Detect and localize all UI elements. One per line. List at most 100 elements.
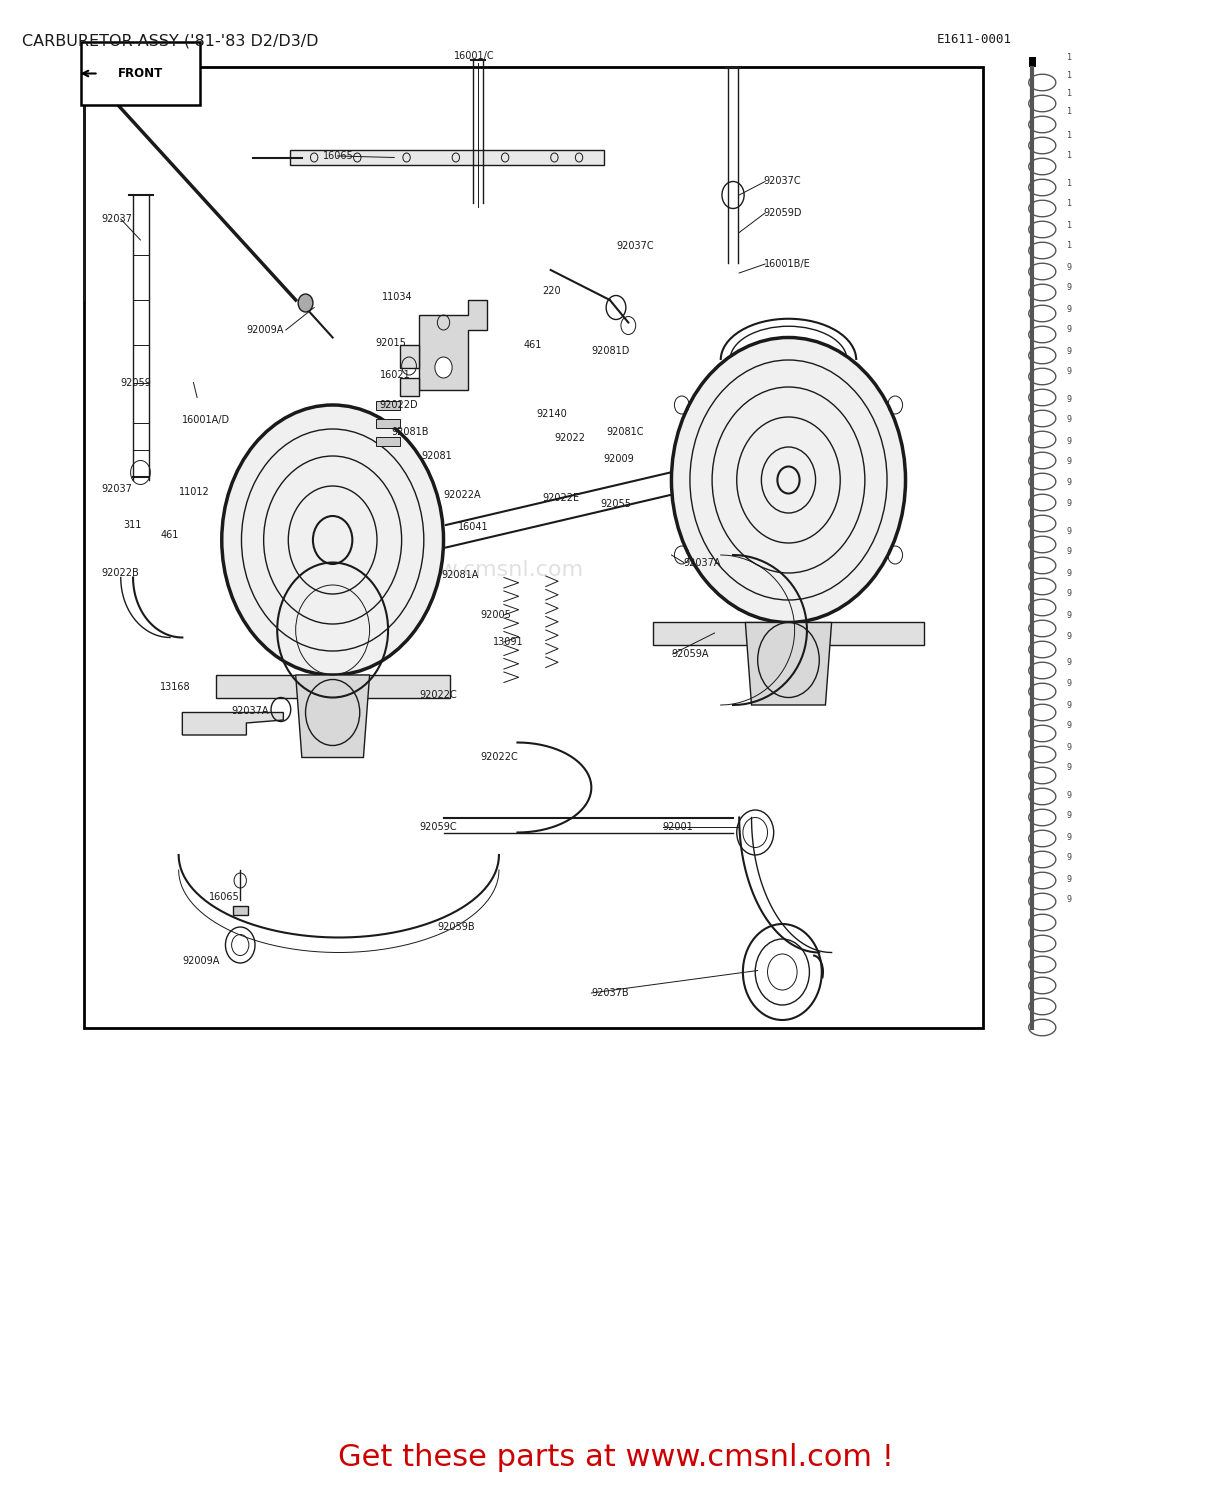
Text: 1: 1 (1067, 178, 1072, 188)
Text: 16001/C: 16001/C (455, 51, 494, 62)
Text: 13168: 13168 (160, 682, 191, 692)
Text: CARBURETOR ASSY ('81-'83 D2/D3/D: CARBURETOR ASSY ('81-'83 D2/D3/D (22, 33, 319, 48)
Text: 92009A: 92009A (182, 957, 219, 966)
Text: 92059A: 92059A (671, 650, 708, 658)
Text: 1: 1 (1067, 106, 1072, 116)
Text: 16065: 16065 (209, 892, 240, 902)
Text: 9: 9 (1067, 833, 1072, 842)
Text: 9: 9 (1067, 416, 1072, 424)
Text: 9: 9 (1067, 346, 1072, 355)
Circle shape (222, 405, 444, 675)
Text: 92022A: 92022A (444, 490, 482, 500)
Text: 9: 9 (1067, 742, 1072, 752)
Text: 461: 461 (524, 340, 542, 350)
Text: Get these parts at www.cmsnl.com !: Get these parts at www.cmsnl.com ! (338, 1443, 894, 1473)
Text: 9: 9 (1067, 458, 1072, 466)
Text: 9: 9 (1067, 262, 1072, 272)
Text: 92022D: 92022D (379, 400, 418, 410)
Text: 92009A: 92009A (246, 326, 283, 334)
Text: 9: 9 (1067, 394, 1072, 404)
Text: 92059B: 92059B (437, 922, 476, 932)
Polygon shape (182, 712, 283, 735)
Text: 461: 461 (160, 531, 179, 540)
Text: 220: 220 (542, 286, 561, 296)
Text: 92081A: 92081A (441, 570, 478, 579)
Text: 16021: 16021 (379, 370, 410, 380)
Text: 9: 9 (1067, 326, 1072, 334)
Text: 92022C: 92022C (419, 690, 457, 699)
Text: 92022C: 92022C (480, 753, 519, 762)
Polygon shape (290, 150, 604, 165)
Text: 9: 9 (1067, 790, 1072, 800)
Text: 92081C: 92081C (606, 427, 643, 436)
Text: 9: 9 (1067, 812, 1072, 820)
Polygon shape (376, 400, 400, 410)
Text: 9: 9 (1067, 658, 1072, 668)
Text: 9: 9 (1067, 568, 1072, 578)
Polygon shape (376, 436, 400, 445)
Polygon shape (296, 675, 370, 758)
FancyBboxPatch shape (81, 42, 200, 105)
Text: 92037A: 92037A (232, 706, 269, 716)
Circle shape (671, 338, 906, 622)
Polygon shape (400, 345, 419, 368)
Text: 1: 1 (1067, 200, 1072, 208)
Text: 9: 9 (1067, 610, 1072, 620)
Text: 9: 9 (1067, 590, 1072, 598)
Polygon shape (419, 300, 487, 390)
Text: 9: 9 (1067, 368, 1072, 376)
Text: FRONT: FRONT (118, 68, 163, 80)
Text: 16065: 16065 (323, 152, 354, 160)
Text: 9: 9 (1067, 478, 1072, 488)
Polygon shape (216, 675, 450, 698)
Text: 9: 9 (1067, 548, 1072, 556)
Text: E1611-0001: E1611-0001 (936, 33, 1011, 46)
Text: 1: 1 (1067, 53, 1072, 62)
Text: 1: 1 (1067, 88, 1072, 98)
Text: 1: 1 (1067, 220, 1072, 230)
Text: 92022E: 92022E (542, 494, 579, 502)
Text: 92037: 92037 (101, 214, 132, 223)
Text: 92081: 92081 (421, 452, 452, 460)
Text: 1: 1 (1067, 130, 1072, 140)
Polygon shape (376, 419, 400, 428)
Text: 11034: 11034 (382, 292, 413, 302)
Text: 16001A/D: 16001A/D (182, 416, 230, 424)
Text: www.cmsnl.com: www.cmsnl.com (403, 560, 583, 580)
Text: 92037B: 92037B (591, 988, 630, 998)
Text: 16041: 16041 (458, 522, 489, 531)
Text: 92055: 92055 (600, 500, 631, 508)
Text: 92059C: 92059C (419, 822, 457, 831)
Text: 9: 9 (1067, 526, 1072, 536)
Text: 92037: 92037 (101, 484, 132, 494)
Text: 92022: 92022 (554, 433, 585, 442)
Text: 9: 9 (1067, 764, 1072, 772)
Text: 9: 9 (1067, 722, 1072, 730)
Text: 9: 9 (1067, 632, 1072, 640)
Polygon shape (653, 622, 924, 645)
Text: 1: 1 (1067, 242, 1072, 250)
Text: 9: 9 (1067, 700, 1072, 709)
Polygon shape (233, 906, 248, 915)
Text: 92081D: 92081D (591, 346, 630, 355)
Text: 16001B/E: 16001B/E (764, 260, 811, 268)
Text: 11012: 11012 (179, 488, 209, 496)
Polygon shape (400, 378, 419, 396)
Text: 92140: 92140 (536, 410, 567, 419)
Circle shape (298, 294, 313, 312)
Polygon shape (745, 622, 832, 705)
Text: 92022B: 92022B (101, 568, 139, 578)
Text: 9: 9 (1067, 680, 1072, 688)
Text: 92005: 92005 (480, 610, 511, 620)
Text: 92081B: 92081B (392, 427, 429, 436)
Circle shape (435, 357, 452, 378)
Text: 92037C: 92037C (764, 177, 802, 186)
Text: 92059D: 92059D (764, 209, 802, 218)
Text: 9: 9 (1067, 853, 1072, 862)
Bar (84, 68, 983, 1028)
Text: 92009: 92009 (604, 454, 634, 464)
Text: 92015: 92015 (376, 339, 407, 348)
Text: 1: 1 (1067, 152, 1072, 160)
Text: 9: 9 (1067, 500, 1072, 508)
Text: 9: 9 (1067, 874, 1072, 884)
